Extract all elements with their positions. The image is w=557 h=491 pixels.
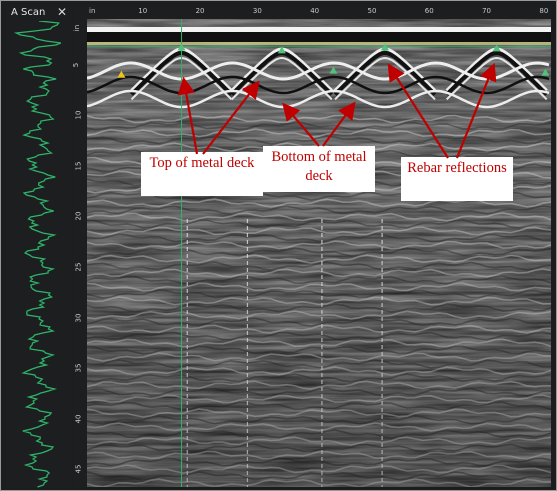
vertical-tick-label: 35 — [74, 363, 83, 373]
annotation-rebar-reflections-text: Rebar reflections — [407, 160, 507, 176]
horizontal-ruler: in 10 20 30 40 50 60 70 80 — [87, 5, 551, 19]
vertical-tick-label: 5 — [72, 62, 81, 67]
vertical-tick-label: 30 — [74, 313, 83, 323]
vertical-tick-label: 10 — [74, 110, 83, 120]
vertical-unit-label: in — [73, 24, 82, 32]
vertical-tick-label: 45 — [74, 464, 83, 474]
horizontal-unit-label: in — [89, 7, 96, 15]
horizontal-tick-label: 80 — [539, 7, 549, 15]
ascan-trace-line — [13, 21, 62, 488]
close-icon[interactable]: ✕ — [56, 5, 67, 19]
target-marker[interactable] — [277, 46, 286, 54]
radargram-image — [87, 19, 551, 487]
target-marker[interactable] — [177, 43, 186, 51]
vertical-tick-label: 40 — [74, 414, 83, 424]
horizontal-tick-label: 40 — [310, 7, 320, 15]
horizontal-tick-label: 20 — [195, 7, 205, 15]
vertical-tick-label: 25 — [74, 262, 83, 272]
annotation-rebar-reflections: Rebar reflections — [401, 157, 513, 201]
annotation-top-of-metal-deck-text: Top of metal deck — [149, 155, 255, 171]
target-marker[interactable] — [329, 66, 338, 74]
target-marker[interactable] — [492, 44, 501, 52]
annotation-bottom-of-metal-deck: Bottom of metal deck — [263, 146, 375, 192]
target-marker[interactable] — [117, 70, 126, 78]
vertical-ruler: in 5 10 15 20 25 30 35 40 45 — [72, 5, 87, 488]
target-marker[interactable] — [541, 68, 550, 76]
horizontal-tick-label: 50 — [367, 7, 377, 15]
vertical-tick-label: 15 — [74, 161, 83, 171]
horizontal-tick-label: 70 — [482, 7, 492, 15]
target-marker[interactable] — [380, 43, 389, 51]
horizontal-tick-label: 30 — [252, 7, 262, 15]
annotation-bottom-of-metal-deck-text: Bottom of metal deck — [271, 149, 367, 184]
gpr-radargram[interactable] — [87, 19, 551, 487]
annotation-top-of-metal-deck: Top of metal deck — [141, 152, 263, 196]
vertical-tick-label: 20 — [74, 211, 83, 221]
horizontal-tick-label: 10 — [138, 7, 148, 15]
ascan-trace-plot — [13, 21, 62, 488]
horizontal-tick-label: 60 — [424, 7, 434, 15]
ascan-panel: A Scan ✕ — [6, 5, 72, 488]
ascan-title: A Scan — [11, 7, 46, 18]
